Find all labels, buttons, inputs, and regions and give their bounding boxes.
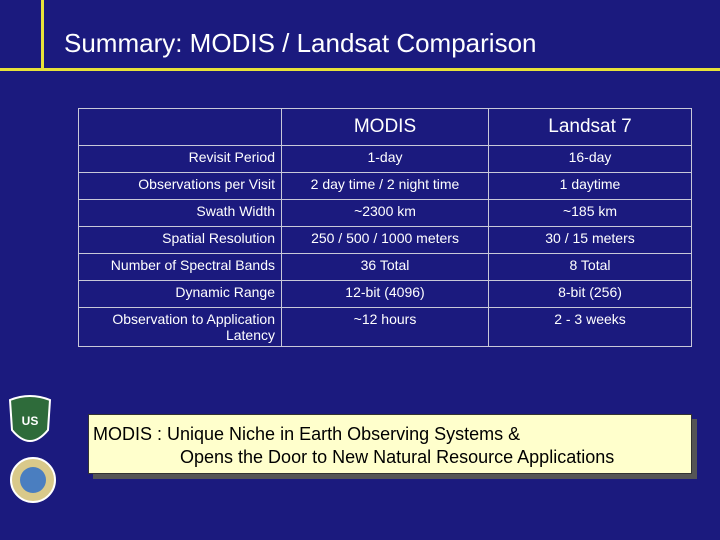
comparison-table: MODIS Landsat 7 Revisit Period 1-day 16-day O… xyxy=(78,108,692,347)
cell: 2 day time / 2 night time xyxy=(281,172,489,200)
row-label: Spatial Resolution xyxy=(78,226,282,254)
column-header: Landsat 7 xyxy=(488,108,692,146)
table-row: Revisit Period 1-day 16-day xyxy=(78,145,692,173)
cell: 30 / 15 meters xyxy=(488,226,692,254)
svg-text:US: US xyxy=(22,414,39,428)
row-label: Observations per Visit xyxy=(78,172,282,200)
cell: ~185 km xyxy=(488,199,692,227)
cell: 2 - 3 weeks xyxy=(488,307,692,347)
cell: 12-bit (4096) xyxy=(281,280,489,308)
column-header xyxy=(78,108,282,146)
callout-line: MODIS : Unique Niche in Earth Observing … xyxy=(93,424,521,444)
table-row: Spatial Resolution 250 / 500 / 1000 meter… xyxy=(78,226,692,254)
table-row: Number of Spectral Bands 36 Total 8 Total xyxy=(78,253,692,281)
table-row: Observation to Application Latency ~12 ho… xyxy=(78,307,692,347)
row-label: Observation to Application Latency xyxy=(78,307,282,347)
cell: ~12 hours xyxy=(281,307,489,347)
cell: 16-day xyxy=(488,145,692,173)
row-label: Revisit Period xyxy=(78,145,282,173)
title: Summary: MODIS / Landsat Comparison xyxy=(64,28,537,58)
row-label: Swath Width xyxy=(78,199,282,227)
cell: 1-day xyxy=(281,145,489,173)
accent-line xyxy=(0,68,720,71)
header-row: MODIS Landsat 7 xyxy=(78,108,692,146)
table-row: Observations per Visit 2 day time / 2 nig… xyxy=(78,172,692,200)
cell: ~2300 km xyxy=(281,199,489,227)
cell: 8 Total xyxy=(488,253,692,281)
cell: 1 daytime xyxy=(488,172,692,200)
accent-line xyxy=(41,0,44,70)
row-label: Number of Spectral Bands xyxy=(78,253,282,281)
logos: US xyxy=(8,395,56,503)
cell: 8-bit (256) xyxy=(488,280,692,308)
table-row: Dynamic Range 12-bit (4096) 8-bit (256) xyxy=(78,280,692,308)
callout-box: MODIS : Unique Niche in Earth Observing … xyxy=(88,414,692,474)
table-row: Swath Width ~2300 km ~185 km xyxy=(78,199,692,227)
row-label: Dynamic Range xyxy=(78,280,282,308)
callout-line: Opens the Door to New Natural Resource A… xyxy=(180,447,615,467)
cell: 36 Total xyxy=(281,253,489,281)
cell: 250 / 500 / 1000 meters xyxy=(281,226,489,254)
column-header: MODIS xyxy=(281,108,489,146)
